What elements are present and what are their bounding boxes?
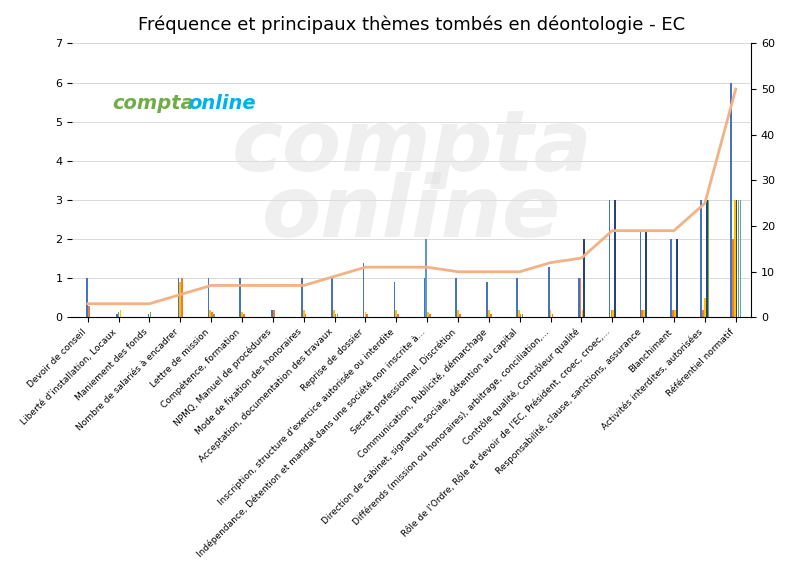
Bar [700, 200, 702, 317]
Text: online: online [262, 172, 562, 255]
Bar [706, 200, 708, 317]
Bar [273, 309, 275, 317]
Bar [425, 239, 427, 317]
Bar [429, 313, 431, 317]
Bar [178, 278, 179, 317]
Bar [550, 309, 551, 317]
Bar [423, 278, 425, 317]
Bar [393, 282, 395, 317]
Bar [331, 278, 333, 317]
Bar [516, 278, 517, 317]
Bar [672, 309, 674, 317]
Bar [335, 313, 337, 317]
Bar [611, 309, 612, 317]
Bar [239, 278, 241, 317]
Bar [739, 200, 741, 317]
Bar [641, 309, 643, 317]
Bar [615, 200, 616, 317]
Bar [490, 313, 491, 317]
Bar [149, 312, 151, 317]
Bar [674, 309, 675, 317]
Bar [211, 312, 213, 317]
Bar [730, 83, 732, 317]
Bar [148, 313, 149, 317]
Bar [455, 278, 457, 317]
Bar [734, 200, 735, 317]
Bar [640, 231, 641, 317]
Bar [551, 313, 553, 317]
Text: online: online [188, 94, 256, 113]
Bar [671, 239, 672, 317]
Bar [363, 263, 364, 317]
Bar [583, 239, 585, 317]
Bar [305, 313, 307, 317]
Bar [179, 282, 181, 317]
Bar [735, 200, 738, 317]
Bar [457, 309, 459, 317]
Bar [301, 278, 303, 317]
Bar [337, 313, 338, 317]
Bar [612, 309, 614, 317]
Bar [208, 278, 209, 317]
Bar [581, 309, 583, 317]
Bar [704, 298, 705, 317]
Bar [488, 309, 490, 317]
Bar [427, 312, 429, 317]
Bar [608, 200, 611, 317]
Bar [209, 309, 211, 317]
Bar [577, 278, 580, 317]
Bar [702, 309, 704, 317]
Bar [396, 309, 397, 317]
Bar [548, 266, 550, 317]
Bar [486, 282, 488, 317]
Bar [518, 309, 520, 317]
Bar [271, 309, 273, 317]
Bar [333, 309, 334, 317]
Bar [118, 312, 119, 317]
Bar [213, 313, 215, 317]
Bar [676, 239, 678, 317]
Text: compta: compta [231, 106, 592, 189]
Bar [459, 313, 461, 317]
Bar [397, 313, 399, 317]
Bar [643, 309, 645, 317]
Bar [116, 313, 118, 317]
Bar [708, 200, 709, 317]
Bar [521, 313, 523, 317]
Bar [367, 313, 368, 317]
Bar [580, 278, 581, 317]
Bar [119, 309, 122, 317]
Bar [365, 312, 367, 317]
Text: compta: compta [113, 94, 194, 113]
Bar [738, 200, 739, 317]
Title: Fréquence et principaux thèmes tombés en déontologie - EC: Fréquence et principaux thèmes tombés en… [138, 15, 685, 33]
Bar [520, 313, 521, 317]
Bar [645, 231, 647, 317]
Bar [243, 313, 245, 317]
Bar [732, 239, 734, 317]
Bar [303, 309, 305, 317]
Bar [86, 278, 88, 317]
Bar [88, 306, 89, 317]
Bar [182, 278, 183, 317]
Bar [241, 312, 243, 317]
